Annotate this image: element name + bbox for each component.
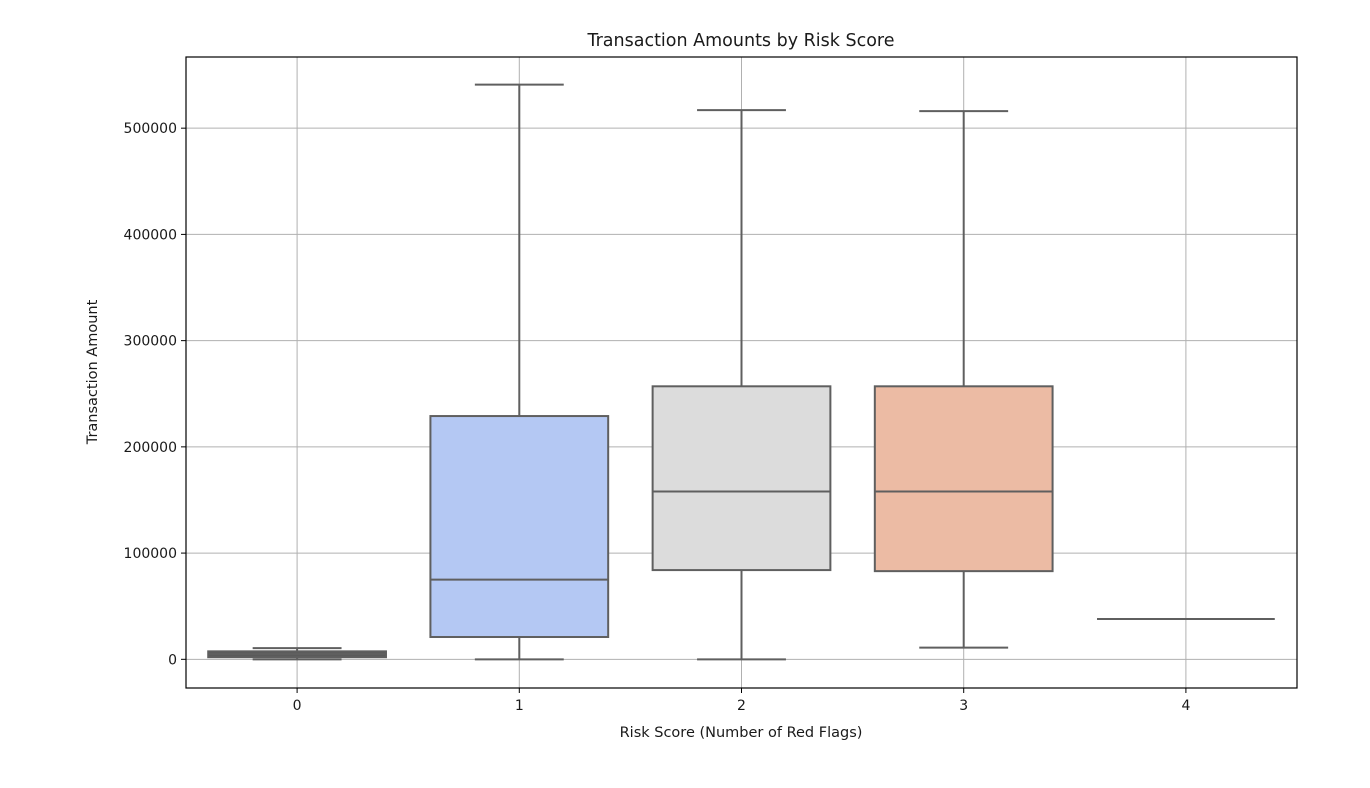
box-body bbox=[873, 385, 1054, 573]
box-group-2 bbox=[651, 109, 832, 661]
box-body bbox=[429, 415, 610, 639]
y-tick-label: 300000 bbox=[124, 334, 177, 350]
y-tick-label: 100000 bbox=[124, 546, 177, 562]
tick-layer: 0 1 2 3 4 0 100000 200000 300000 400000 500000 bbox=[124, 121, 1191, 714]
x-axis-label: Risk Score (Number of Red Flags) bbox=[620, 725, 863, 741]
x-tick-label: 0 bbox=[293, 698, 302, 714]
y-tick-label: 400000 bbox=[124, 227, 177, 243]
x-tick-label: 3 bbox=[959, 698, 968, 714]
box-layer bbox=[207, 83, 1275, 661]
box-body bbox=[651, 385, 832, 572]
x-tick-label: 1 bbox=[515, 698, 524, 714]
box-group-1 bbox=[429, 83, 610, 661]
y-tick-label: 200000 bbox=[124, 440, 177, 456]
box-group-0 bbox=[207, 647, 387, 661]
chart-title: Transaction Amounts by Risk Score bbox=[586, 31, 894, 51]
y-axis-label: Transaction Amount bbox=[85, 299, 101, 445]
x-tick-label: 4 bbox=[1181, 698, 1190, 714]
box-group-3 bbox=[873, 110, 1054, 649]
x-tick-label: 2 bbox=[737, 698, 746, 714]
y-tick-label: 0 bbox=[168, 652, 177, 668]
y-tick-label: 500000 bbox=[124, 121, 177, 137]
